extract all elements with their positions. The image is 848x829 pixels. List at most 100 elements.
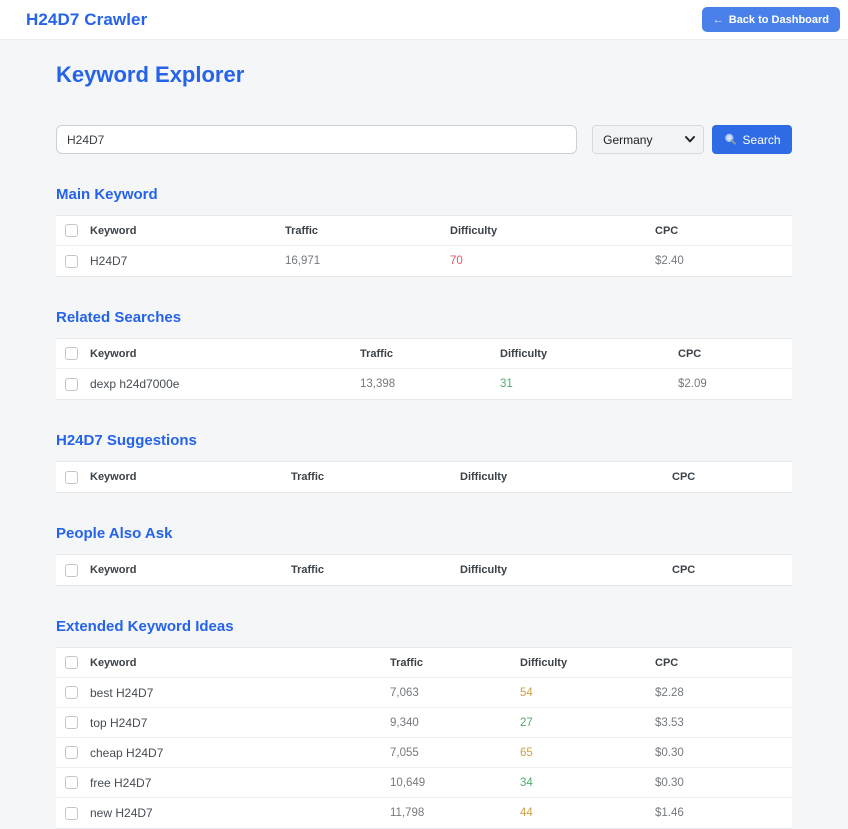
search-button-label: Search — [742, 132, 781, 147]
country-select[interactable]: Germany — [592, 125, 705, 154]
section-title-extended-keyword-ideas: Extended Keyword Ideas — [56, 618, 234, 635]
checkbox-cell — [56, 470, 90, 484]
row-checkbox[interactable] — [65, 254, 78, 268]
column-header-keyword: Keyword — [90, 224, 137, 237]
select-all-checkbox[interactable] — [65, 224, 78, 237]
select-all-checkbox[interactable] — [65, 656, 78, 669]
column-header-difficulty: Difficulty — [450, 224, 498, 237]
row-checkbox[interactable] — [65, 806, 78, 820]
column-header-traffic: Traffic — [291, 564, 325, 576]
checkbox-cell — [56, 746, 90, 759]
cpc-cell: $3.53 — [655, 716, 684, 729]
difficulty-cell: 54 — [520, 686, 533, 699]
section-people-also-ask: People Also Ask Keyword Traffic Difficulty C… — [56, 526, 792, 586]
column-header-cpc: CPC — [672, 471, 696, 483]
checkbox-cell — [56, 347, 90, 360]
column-header-cpc: CPC — [655, 224, 679, 237]
column-header-traffic: Traffic — [285, 224, 319, 237]
table-header-row: Keyword Traffic Difficulty CPC — [56, 648, 792, 678]
column-header-difficulty: Difficulty — [460, 564, 508, 576]
checkbox-cell — [56, 254, 90, 268]
section-title-people-also-ask: People Also Ask — [56, 525, 173, 542]
cpc-cell: $0.30 — [655, 776, 684, 789]
cpc-cell: $2.40 — [655, 255, 684, 267]
table-header-row: Keyword Traffic Difficulty CPC — [56, 216, 792, 246]
select-all-checkbox[interactable] — [65, 563, 78, 577]
table-row: top H24D7 9,340 27 $3.53 — [56, 708, 792, 738]
related-searches-table: Keyword Traffic Difficulty CPC dexp h24d7000… — [56, 338, 792, 400]
row-checkbox[interactable] — [65, 716, 78, 729]
magnifier-icon — [724, 133, 736, 145]
column-header-keyword: Keyword — [90, 347, 137, 360]
keyword-cell: free H24D7 — [90, 775, 152, 790]
keyword-cell: best H24D7 — [90, 685, 154, 700]
select-all-checkbox[interactable] — [65, 470, 78, 484]
traffic-cell: 7,055 — [390, 746, 419, 759]
column-header-traffic: Traffic — [360, 347, 394, 360]
checkbox-cell — [56, 776, 90, 789]
column-header-keyword: Keyword — [90, 471, 137, 483]
table-row: best H24D7 7,063 54 $2.28 — [56, 678, 792, 708]
checkbox-cell — [56, 686, 90, 699]
difficulty-cell: 31 — [500, 378, 513, 390]
people-also-ask-table: Keyword Traffic Difficulty CPC — [56, 554, 792, 586]
cpc-cell: $0.30 — [655, 746, 684, 759]
traffic-cell: 9,340 — [390, 716, 419, 729]
traffic-cell: 13,398 — [360, 378, 396, 390]
keyword-cell: H24D7 — [90, 254, 128, 268]
main-keyword-table: Keyword Traffic Difficulty CPC H24D7 16,971 70… — [56, 215, 792, 277]
traffic-cell: 10,649 — [390, 776, 426, 789]
section-extended-keyword-ideas: Extended Keyword Ideas Keyword Traffic Diff… — [56, 619, 792, 829]
keyword-cell: top H24D7 — [90, 715, 148, 730]
keyword-cell: new H24D7 — [90, 806, 153, 820]
section-related-searches: Related Searches Keyword Traffic Difficulty… — [56, 310, 792, 400]
row-checkbox[interactable] — [65, 776, 78, 789]
difficulty-cell: 34 — [520, 776, 533, 789]
checkbox-cell — [56, 716, 90, 729]
keyword-search-input[interactable] — [56, 125, 578, 154]
column-header-traffic: Traffic — [291, 471, 325, 483]
app-title: H24D7 Crawler — [26, 9, 148, 29]
section-h24d7-suggestions: H24D7 Suggestions Keyword Traffic Difficult… — [56, 433, 792, 493]
row-checkbox[interactable] — [65, 746, 78, 759]
traffic-cell: 7,063 — [390, 686, 419, 699]
difficulty-cell: 70 — [450, 255, 463, 267]
page-title: Keyword Explorer — [56, 62, 245, 87]
column-header-cpc: CPC — [655, 656, 679, 669]
column-header-cpc: CPC — [672, 564, 696, 576]
row-checkbox[interactable] — [65, 686, 78, 699]
traffic-cell: 16,971 — [285, 255, 321, 267]
column-header-traffic: Traffic — [390, 656, 424, 669]
checkbox-cell — [56, 224, 90, 237]
checkbox-cell — [56, 377, 90, 391]
table-header-row: Keyword Traffic Difficulty CPC — [56, 555, 792, 585]
country-select-wrap: Germany — [592, 125, 705, 154]
extended-keyword-ideas-table: Keyword Traffic Difficulty CPC best H24D7 7,0… — [56, 647, 792, 829]
table-header-row: Keyword Traffic Difficulty CPC — [56, 339, 792, 369]
cpc-cell: $1.46 — [655, 807, 684, 819]
checkbox-cell — [56, 563, 90, 577]
difficulty-cell: 65 — [520, 746, 533, 759]
checkbox-cell — [56, 806, 90, 820]
cpc-cell: $2.09 — [678, 378, 707, 390]
search-row: Germany Search — [56, 125, 792, 154]
column-header-keyword: Keyword — [90, 564, 137, 576]
back-to-dashboard-button[interactable]: ← Back to Dashboard — [701, 7, 840, 32]
table-row: free H24D7 10,649 34 $0.30 — [56, 768, 792, 798]
traffic-cell: 11,798 — [390, 807, 425, 819]
section-title-main-keyword: Main Keyword — [56, 186, 158, 203]
h24d7-suggestions-table: Keyword Traffic Difficulty CPC — [56, 461, 792, 493]
section-title-related-searches: Related Searches — [56, 309, 182, 326]
left-arrow-icon: ← — [712, 13, 724, 26]
keyword-cell: dexp h24d7000e — [90, 377, 180, 391]
row-checkbox[interactable] — [65, 377, 78, 391]
back-button-label: Back to Dashboard — [728, 13, 829, 26]
column-header-difficulty: Difficulty — [460, 471, 508, 483]
difficulty-cell: 27 — [520, 716, 533, 729]
column-header-keyword: Keyword — [90, 656, 137, 669]
top-bar: H24D7 Crawler ← Back to Dashboard — [0, 0, 848, 40]
select-all-checkbox[interactable] — [65, 347, 78, 360]
table-header-row: Keyword Traffic Difficulty CPC — [56, 462, 792, 492]
keyword-cell: cheap H24D7 — [90, 745, 164, 760]
search-button[interactable]: Search — [712, 125, 792, 154]
